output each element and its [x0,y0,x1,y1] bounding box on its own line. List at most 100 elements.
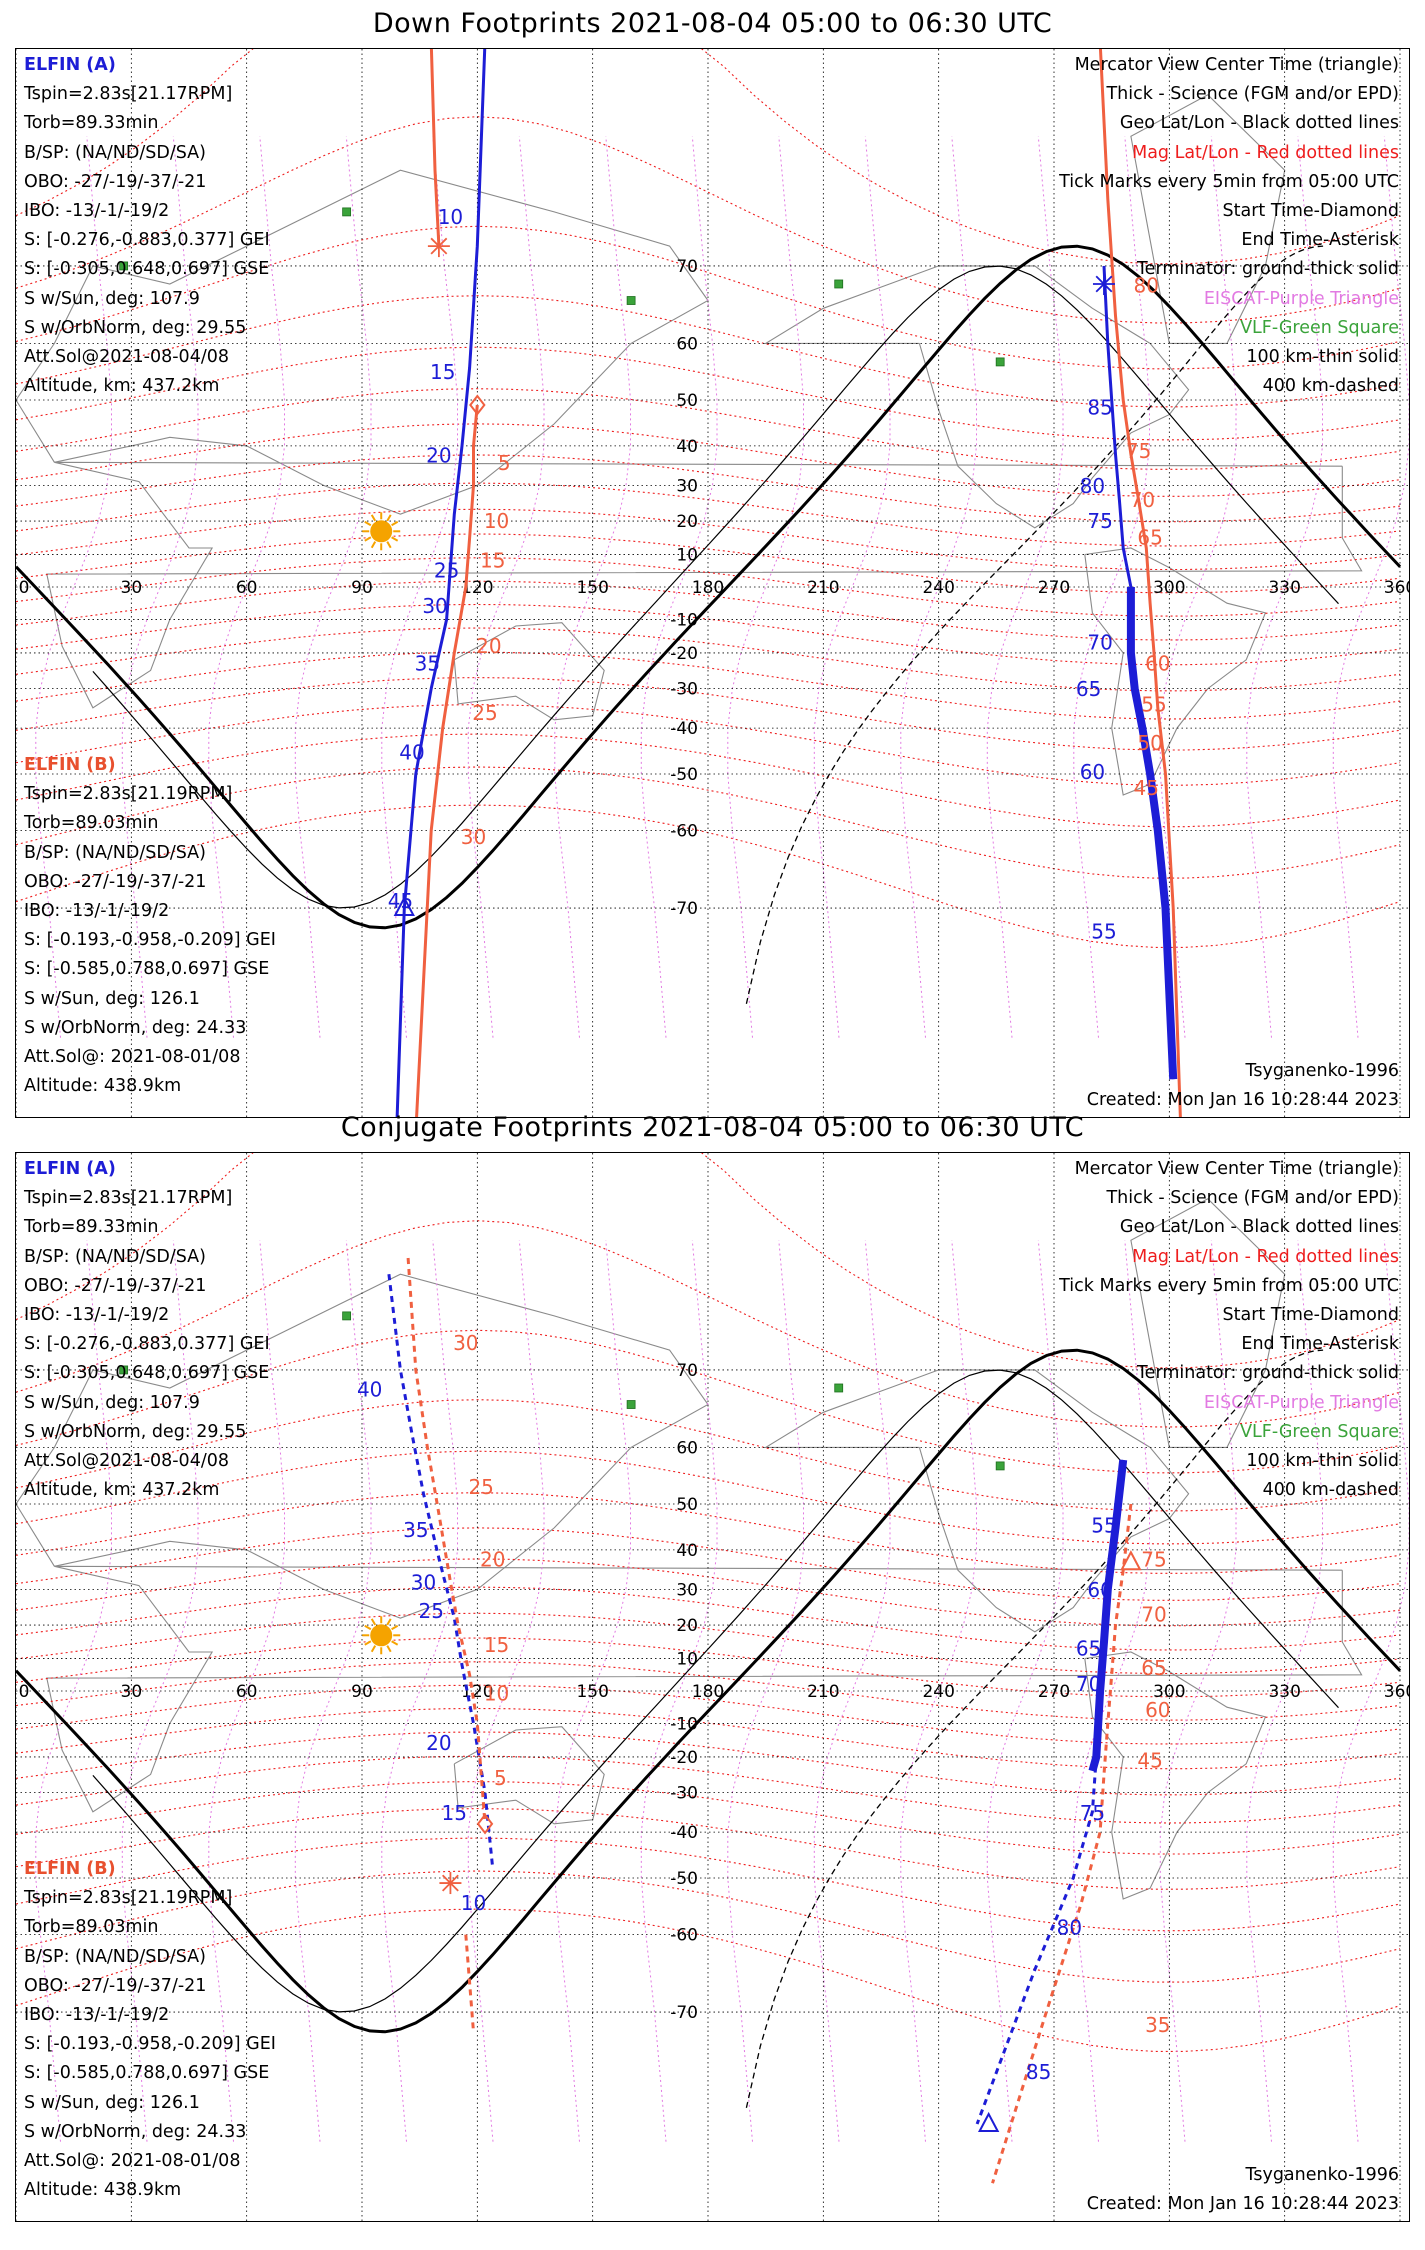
info-line: B/SP: (NA/ND/SD/SA) [24,842,206,863]
elfin-a-tick-label: 40 [399,740,424,764]
info-line: Altitude, km: 437.2km [24,376,220,397]
lon-tick-label: 360 [1384,578,1410,598]
lon-tick-label: 90 [351,578,373,598]
legend-entry: Geo Lat/Lon - Black dotted lines [1119,1217,1399,1238]
elfin-a-tick-label: 25 [418,1599,443,1623]
mag-lon-line [554,1240,631,2142]
legend-entry: Start Time-Diamond [1222,1305,1399,1326]
elfin-b-tick-label: 55 [1141,693,1166,717]
mag-lon-line [294,1240,372,2142]
vlf-station-icon [342,207,352,217]
lon-tick-label: 150 [576,578,608,598]
sun-ray [364,520,372,527]
elfin-a-tick-label: 10 [438,205,463,229]
mag-lat-line [16,651,1401,720]
lat-tick-label: -60 [670,1926,698,1946]
geo-grid [16,49,1409,1117]
conjugate-title: Conjugate Footprints 2021-08-04 05:00 to… [340,1112,1085,1143]
elfin-a-tick-label: 30 [422,594,447,618]
mag-lat-line [16,1329,1401,1474]
mag-lon-line [1246,1240,1323,2142]
info-line: S: [-0.193,-0.958,-0.209] GEI [24,930,276,951]
lon-tick-label: 0 [19,578,30,598]
info-line: S w/OrbNorm, deg: 24.33 [24,2121,247,2142]
lat-tick-label: 30 [676,1580,698,1600]
sun-ray [386,1618,392,1626]
elfin-a-science-segment [1088,1459,1128,1772]
mag-lon-line [1073,136,1150,1038]
mag-lon-line [121,1240,199,2142]
sun-ray [386,1645,392,1653]
down-map-canvas: 0 30 60 90 120 150 180 210 240 270 300 330 360 70 60 50… [16,49,1410,1117]
elfin-b-lines: Tspin=2.83s[21.19RPM] Torb=89.03min B/SP: … [24,780,276,1101]
elfin-b-track [429,49,441,247]
mag-lon-line [900,136,977,1038]
elfin-a-tick-label: 40 [357,1377,382,1401]
legend-entry: VLF-Green Square [1240,1421,1399,1442]
sun-ray [364,1640,372,1646]
mag-lon-line [813,1240,891,2142]
elfin-b-tick-label: 45 [1137,1748,1162,1772]
legend-entry: 100 km-thin solid [1246,347,1399,368]
vlf-station-icon [342,1311,352,1321]
elfin-a-center-triangle-icon [393,895,415,917]
mag-lat-line [16,1755,1401,1824]
legend-entry: Thick - Science (FGM and/or EPD) [1106,84,1399,105]
sun-disc [370,1624,393,1647]
map-layer: 0 30 60 90 120 150 180 210 240 270 300 330 360 70 60 50… [16,49,1410,1117]
sun-ray [370,1618,377,1626]
elfin-b-end-asterisk-icon [427,235,450,258]
lat-tick-label: 60 [676,334,698,354]
conjugate-map-canvas: 0306090120150180210240270300330360706050… [16,1153,1409,2221]
info-line: Torb=89.03min [24,813,159,834]
elfin-b-tick-label: 65 [1137,526,1162,550]
elfin-b-tick-label: 80 [1134,273,1159,297]
mag-lat-line [16,1558,1401,1627]
map-footer: Tsyganenko-1996 Created: Mon Jan 16 10:2… [1087,1057,1399,1115]
sun-ray [391,1624,399,1631]
lon-tick-label: 0 [19,1682,30,1702]
mag-lon-line [1332,136,1409,1038]
elfin-b-tick-label: 5 [494,1766,507,1790]
elfin-a-center-triangle-icon [977,2111,1000,2132]
info-line: S w/Sun, deg: 107.9 [24,1392,200,1413]
lon-tick-label: 270 [1038,578,1070,598]
elfin-b-start-diamond-icon [469,394,486,416]
info-line: S w/OrbNorm, deg: 24.33 [24,1017,247,1038]
elfin-b-tick-label: 10 [484,509,509,533]
mag-lat-line [16,603,1401,666]
elfin-b-tick-label: 20 [476,634,501,658]
mag-lon-line [381,1240,458,2142]
elfin-a-tick-label: 35 [415,651,440,675]
legend-entry: Tick Marks every 5min from 05:00 UTC [1059,1275,1399,1296]
mag-lon-line [467,136,545,1038]
legend-entry: 400 km-dashed [1262,1480,1399,1501]
lat-tick-label: -50 [670,1869,698,1889]
terminator-400km [745,1349,1324,2108]
mag-lat-line [16,627,1401,692]
elfin-a-header: ELFIN (A) [24,55,116,75]
vlf-station-icon [995,1461,1005,1471]
legend-entry: End Time-Asterisk [1241,230,1399,251]
mag-lat-line [16,116,1401,324]
mag-lon-line [986,136,1064,1038]
elfin-a-tick-label: 20 [426,443,451,467]
mag-lat-line [16,1220,1401,1428]
terminator-ground [16,1348,1402,2034]
elfin-b-track [1098,49,1182,1117]
info-line: IBO: -13/-1/-19/2 [24,201,170,222]
info-line: S w/Sun, deg: 126.1 [24,988,200,1009]
elfin-a-info: ELFIN (A) Tspin=2.83s[21.17RPM] Torb=89.3… [24,1155,270,1505]
footer-model: Tsyganenko-1996 [1245,2165,1399,2185]
elfin-b-header: ELFIN (B) [24,755,116,775]
info-line: OBO: -27/-19/-37/-21 [24,171,207,192]
lat-tick-label: 10 [676,546,698,566]
lon-tick-label: 330 [1268,1682,1300,1702]
elfin-b-info: ELFIN (B) Tspin=2.83s[21.19RPM] Torb=89.0… [24,1855,276,2205]
info-line: Altitude, km: 437.2km [24,1480,220,1501]
legend-entry: Mercator View Center Time (triangle) [1074,1159,1399,1179]
sun-ray [364,1624,372,1631]
elfin-a-tick-label: 15 [442,1801,467,1825]
mag-lat-line [16,1781,1401,1855]
mag-lon-line [986,1240,1064,2142]
